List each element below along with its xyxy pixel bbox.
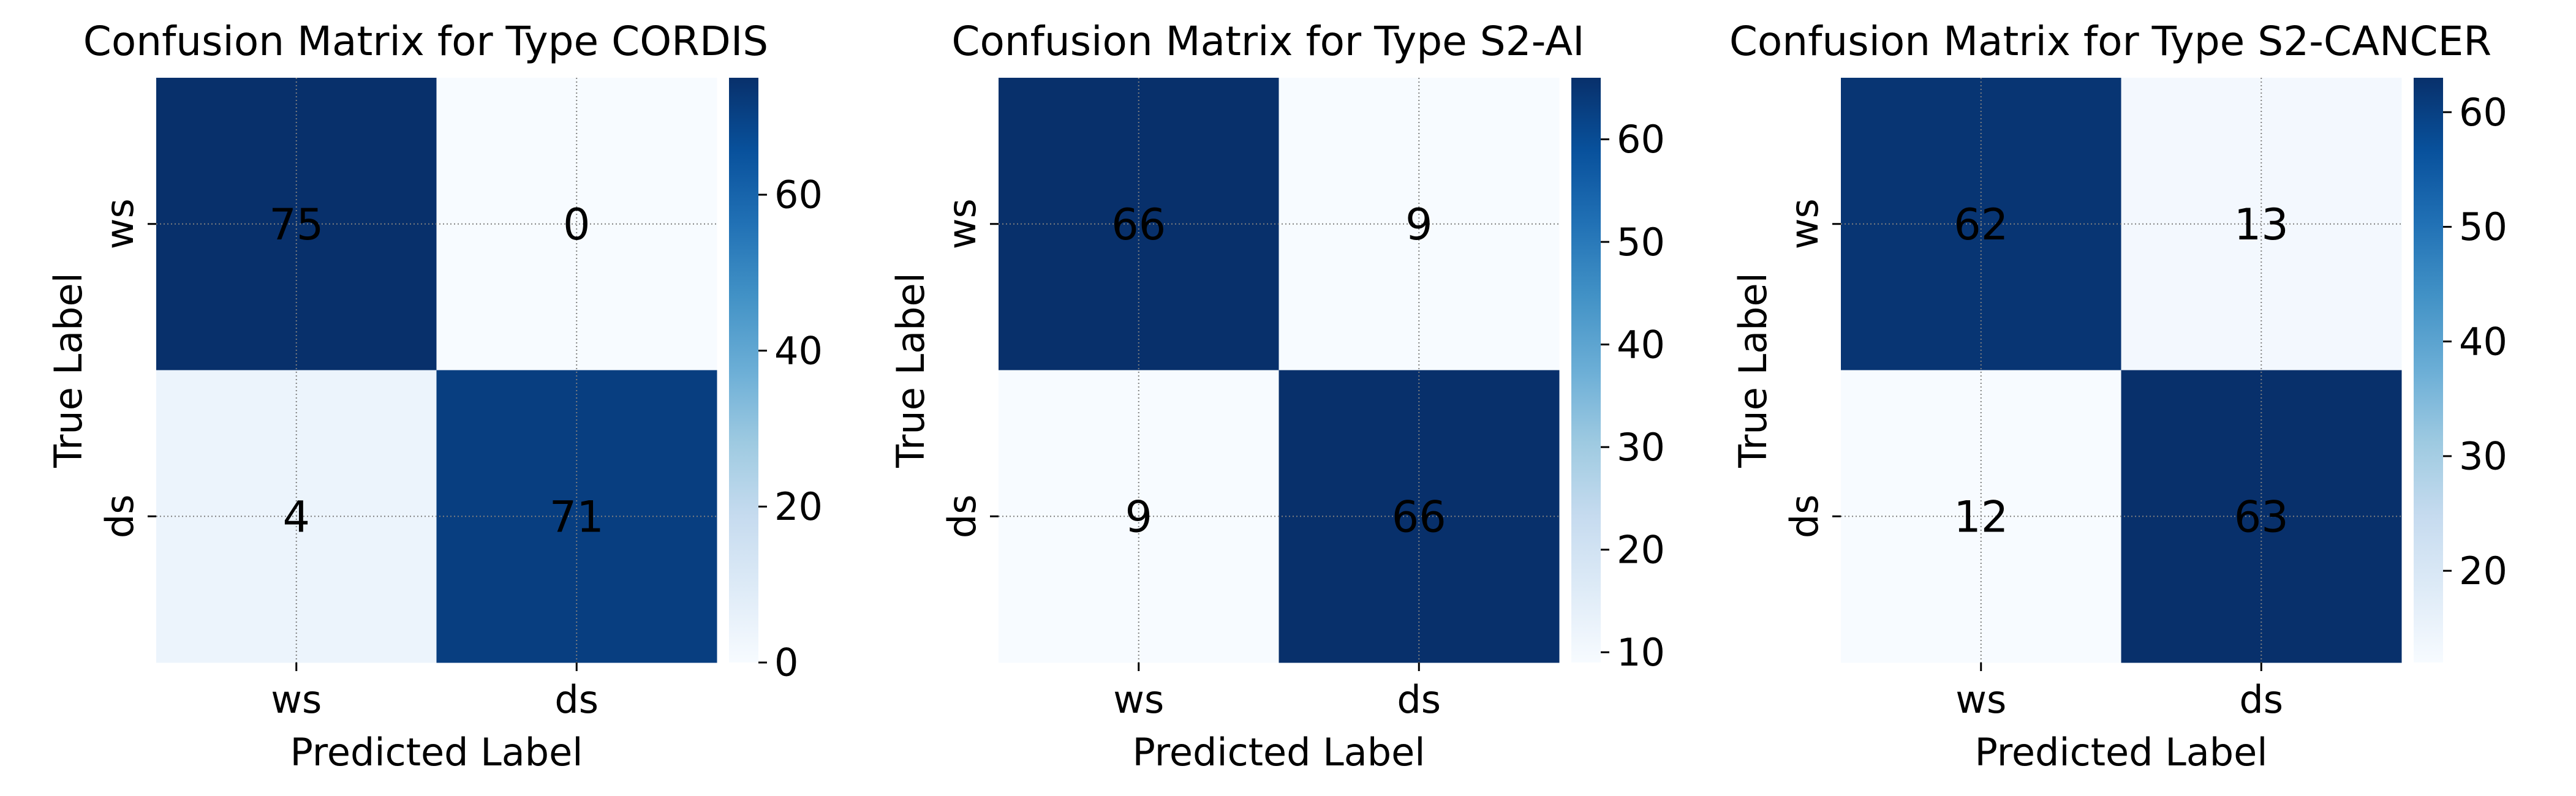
cell-value-label: 62 <box>1954 200 2008 250</box>
colorbar-tick-label: 50 <box>1617 220 1665 265</box>
chart-title: Confusion Matrix for Type S2-AI <box>951 18 1584 65</box>
x-tick-label: ws <box>271 677 322 722</box>
confusion-matrix-panel-3: Confusion Matrix for Type S2-CANCER 62 13 1… <box>1729 18 2507 775</box>
colorbar-tick-label: 20 <box>1617 527 1665 572</box>
colorbar-tick-label: 60 <box>2459 90 2507 135</box>
x-axis-label: Predicted Label <box>1974 730 2267 775</box>
cell-value-label: 9 <box>1405 200 1433 250</box>
colorbar-gradient <box>729 78 758 663</box>
x-axis-label: Predicted Label <box>1132 730 1425 775</box>
y-axis-label: True Label <box>888 272 933 468</box>
x-tick-label: ds <box>2239 677 2283 722</box>
cell-value-label: 13 <box>2234 200 2289 250</box>
cell-value-label: 12 <box>1954 492 2008 542</box>
cell-value-label: 66 <box>1111 200 1166 250</box>
cell-value-label: 66 <box>1392 492 1446 542</box>
confusion-matrix-panel-1: Confusion Matrix for Type CORDIS 75 0 4 71 ws… <box>46 18 823 775</box>
colorbar-tick-label: 40 <box>2459 319 2507 364</box>
colorbar-gradient <box>1571 78 1601 663</box>
chart-title: Confusion Matrix for Type S2-CANCER <box>1729 18 2491 65</box>
cell-value-label: 9 <box>1125 492 1152 542</box>
y-tick-label: ws <box>97 198 142 249</box>
y-tick-label: ds <box>1782 494 1827 538</box>
cell-value-label: 4 <box>282 492 310 542</box>
colorbar-tick-label: 30 <box>2459 434 2507 479</box>
colorbar-gradient <box>2414 78 2443 663</box>
x-tick-label: ws <box>1113 677 1164 722</box>
colorbar: 0 20 40 60 <box>729 78 823 685</box>
cell-value-label: 71 <box>550 492 604 542</box>
x-tick-label: ws <box>1955 677 2006 722</box>
colorbar: 10 20 30 40 50 60 <box>1571 78 1665 675</box>
y-tick-label: ws <box>1782 198 1827 249</box>
colorbar-tick-label: 60 <box>774 173 823 217</box>
y-tick-label: ds <box>940 494 984 538</box>
colorbar-tick-label: 20 <box>774 484 823 529</box>
colorbar: 20 30 40 50 60 <box>2414 78 2507 663</box>
colorbar-tick-label: 30 <box>1617 425 1665 470</box>
y-axis-label: True Label <box>1731 272 1775 468</box>
colorbar-tick-label: 0 <box>774 640 798 685</box>
cell-value-label: 0 <box>563 200 591 250</box>
cell-value-label: 63 <box>2234 492 2289 542</box>
chart-title: Confusion Matrix for Type CORDIS <box>83 18 768 65</box>
colorbar-tick-label: 50 <box>2459 205 2507 249</box>
x-axis-label: Predicted Label <box>290 730 583 775</box>
x-tick-label: ds <box>1397 677 1441 722</box>
y-axis-label: True Label <box>46 272 91 468</box>
y-tick-label: ds <box>97 494 142 538</box>
confusion-matrix-panel-2: Confusion Matrix for Type S2-AI 66 9 9 66 ws d… <box>888 18 1665 775</box>
colorbar-tick-label: 60 <box>1617 117 1665 162</box>
x-tick-label: ds <box>554 677 599 722</box>
colorbar-tick-label: 40 <box>1617 322 1665 367</box>
colorbar-tick-label: 20 <box>2459 549 2507 593</box>
colorbar-tick-label: 10 <box>1617 630 1665 675</box>
y-tick-label: ws <box>940 198 984 249</box>
colorbar-tick-label: 40 <box>774 328 823 373</box>
cell-value-label: 75 <box>269 200 323 250</box>
